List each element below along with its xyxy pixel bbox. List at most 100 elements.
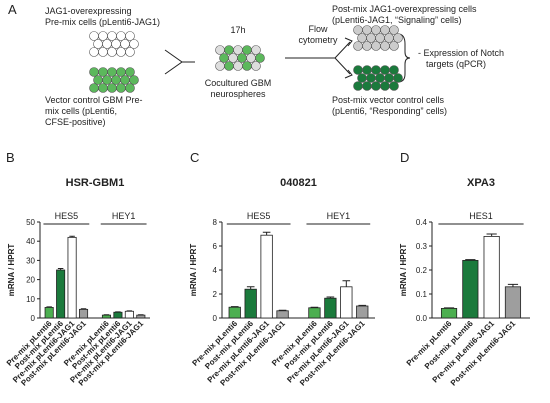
cell xyxy=(111,39,121,49)
cell xyxy=(389,81,399,91)
group-label: HEY1 xyxy=(112,211,136,221)
cell xyxy=(107,31,117,41)
error-bar xyxy=(342,280,351,287)
source-top: JAG1-overexpressing Pre-mix cells (pLenti… xyxy=(45,6,160,27)
error-bar xyxy=(326,296,335,299)
cell xyxy=(233,61,243,71)
cell xyxy=(371,41,381,51)
cell xyxy=(362,65,372,75)
y-tick-label: 10 xyxy=(26,295,35,304)
cell xyxy=(393,73,403,83)
y-tick-label: 30 xyxy=(26,256,35,265)
cell xyxy=(389,65,399,75)
error-bar xyxy=(507,283,519,287)
cell xyxy=(98,67,108,77)
cell xyxy=(107,47,117,57)
source-bottom: Vector control GBM Pre-mix cells (pLenti… xyxy=(45,95,143,127)
cell xyxy=(251,61,261,71)
bar xyxy=(483,235,500,319)
group-label: HEY1 xyxy=(327,211,351,221)
cell xyxy=(102,39,112,49)
y-tick-label: 8 xyxy=(213,218,218,227)
brace xyxy=(397,33,411,83)
bar xyxy=(324,297,337,319)
cell xyxy=(93,75,103,85)
sort: Flow cytometry xyxy=(298,24,338,45)
panel-letter: C xyxy=(190,150,199,165)
y-tick-label: 40 xyxy=(26,237,35,246)
error-bar xyxy=(465,259,476,261)
error-bar xyxy=(486,233,497,237)
cell xyxy=(224,45,234,55)
readout: - Expression of Notch targets (qPCR) xyxy=(418,48,504,69)
y-axis-label: mRNA / HPRT xyxy=(7,244,16,297)
cell xyxy=(371,81,381,91)
bar xyxy=(228,306,241,319)
group-label: HES1 xyxy=(469,211,493,221)
y-tick-label: 0 xyxy=(31,314,36,323)
panel-letter: A xyxy=(8,2,17,17)
cell xyxy=(242,61,252,71)
cell xyxy=(107,83,117,93)
y-tick-label: 4 xyxy=(213,266,218,275)
error-bar xyxy=(80,308,87,310)
bar xyxy=(260,234,273,319)
cell xyxy=(116,31,126,41)
cell xyxy=(380,65,390,75)
bar xyxy=(340,286,353,319)
cell xyxy=(233,45,243,55)
chart-title: XPA3 xyxy=(467,177,495,189)
sort-arrow xyxy=(285,41,351,75)
y-axis-label: mRNA / HPRT xyxy=(189,244,198,297)
cell xyxy=(375,33,385,43)
y-tick-label: 0.4 xyxy=(416,218,428,227)
error-bar xyxy=(262,231,271,236)
cell xyxy=(353,81,363,91)
cell xyxy=(246,53,256,63)
cell xyxy=(219,53,229,63)
cell xyxy=(353,65,363,75)
bar xyxy=(504,286,522,319)
y-tick-label: 20 xyxy=(26,276,35,285)
cell xyxy=(93,39,103,49)
cell xyxy=(242,45,252,55)
cell xyxy=(98,47,108,57)
bar xyxy=(440,307,458,319)
cell xyxy=(98,31,108,41)
chart-title: 040821 xyxy=(280,177,317,189)
cell xyxy=(389,41,399,51)
cell xyxy=(362,41,372,51)
cell xyxy=(125,83,135,93)
cell xyxy=(380,81,390,91)
cell xyxy=(89,31,99,41)
cell xyxy=(362,81,372,91)
cell xyxy=(125,67,135,77)
chart-title: HSR-GBM1 xyxy=(66,177,125,189)
group-label: HES5 xyxy=(247,211,271,221)
cell xyxy=(251,45,261,55)
error-bar xyxy=(310,306,319,308)
cell xyxy=(357,33,367,43)
error-bar xyxy=(358,304,367,306)
cell xyxy=(116,47,126,57)
error-bar xyxy=(246,286,255,290)
cell xyxy=(366,73,376,83)
time: 17h xyxy=(230,25,245,35)
cell xyxy=(98,83,108,93)
bar xyxy=(462,259,479,319)
coculture: Cocultured GBM neurospheres xyxy=(205,78,272,99)
bar xyxy=(136,314,146,319)
out-top: Post-mix JAG1-overexpressing cells (pLent… xyxy=(332,4,477,25)
bar xyxy=(276,310,289,319)
cell xyxy=(107,67,117,77)
cell xyxy=(102,75,112,85)
cell xyxy=(384,33,394,43)
error-bar xyxy=(57,267,64,270)
cell xyxy=(237,53,247,63)
cell xyxy=(228,53,238,63)
cell xyxy=(353,41,363,51)
bar xyxy=(56,269,66,319)
y-axis-label: mRNA / HPRT xyxy=(399,244,408,297)
error-bar xyxy=(230,306,239,308)
